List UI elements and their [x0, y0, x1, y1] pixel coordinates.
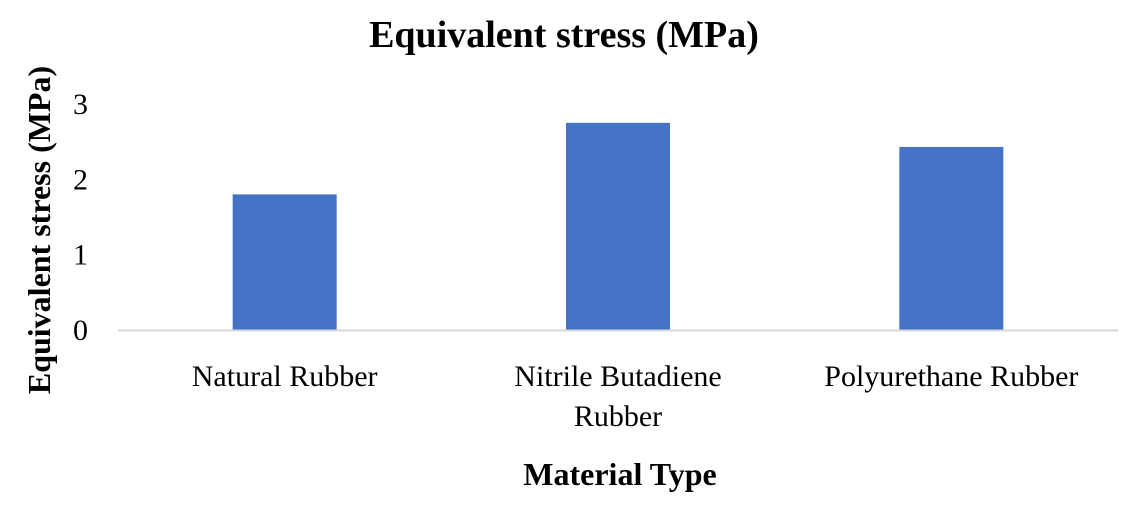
bar [899, 146, 1004, 330]
bar [232, 194, 337, 330]
x-axis-title: Material Type [523, 456, 716, 492]
x-axis-category-labels: Natural Rubber Nitrile Butadiene Rubber Pol… [192, 360, 1079, 433]
y-tick-label: 3 [73, 88, 88, 121]
y-tick-label: 0 [73, 314, 88, 347]
x-category-label: Natural Rubber [192, 360, 378, 393]
x-category-label: Polyurethane Rubber [824, 360, 1078, 393]
x-category-label: Nitrile Butadiene Rubber [514, 360, 721, 433]
bars [232, 122, 1004, 330]
bar [566, 122, 670, 330]
chart-title: Equivalent stress (MPa) [369, 14, 759, 56]
y-tick-label: 1 [73, 239, 88, 272]
y-tick-label: 2 [73, 163, 88, 196]
y-axis-title: Equivalent stress (MPa) [21, 66, 57, 394]
y-axis-ticks: 0 1 2 3 [73, 88, 88, 347]
